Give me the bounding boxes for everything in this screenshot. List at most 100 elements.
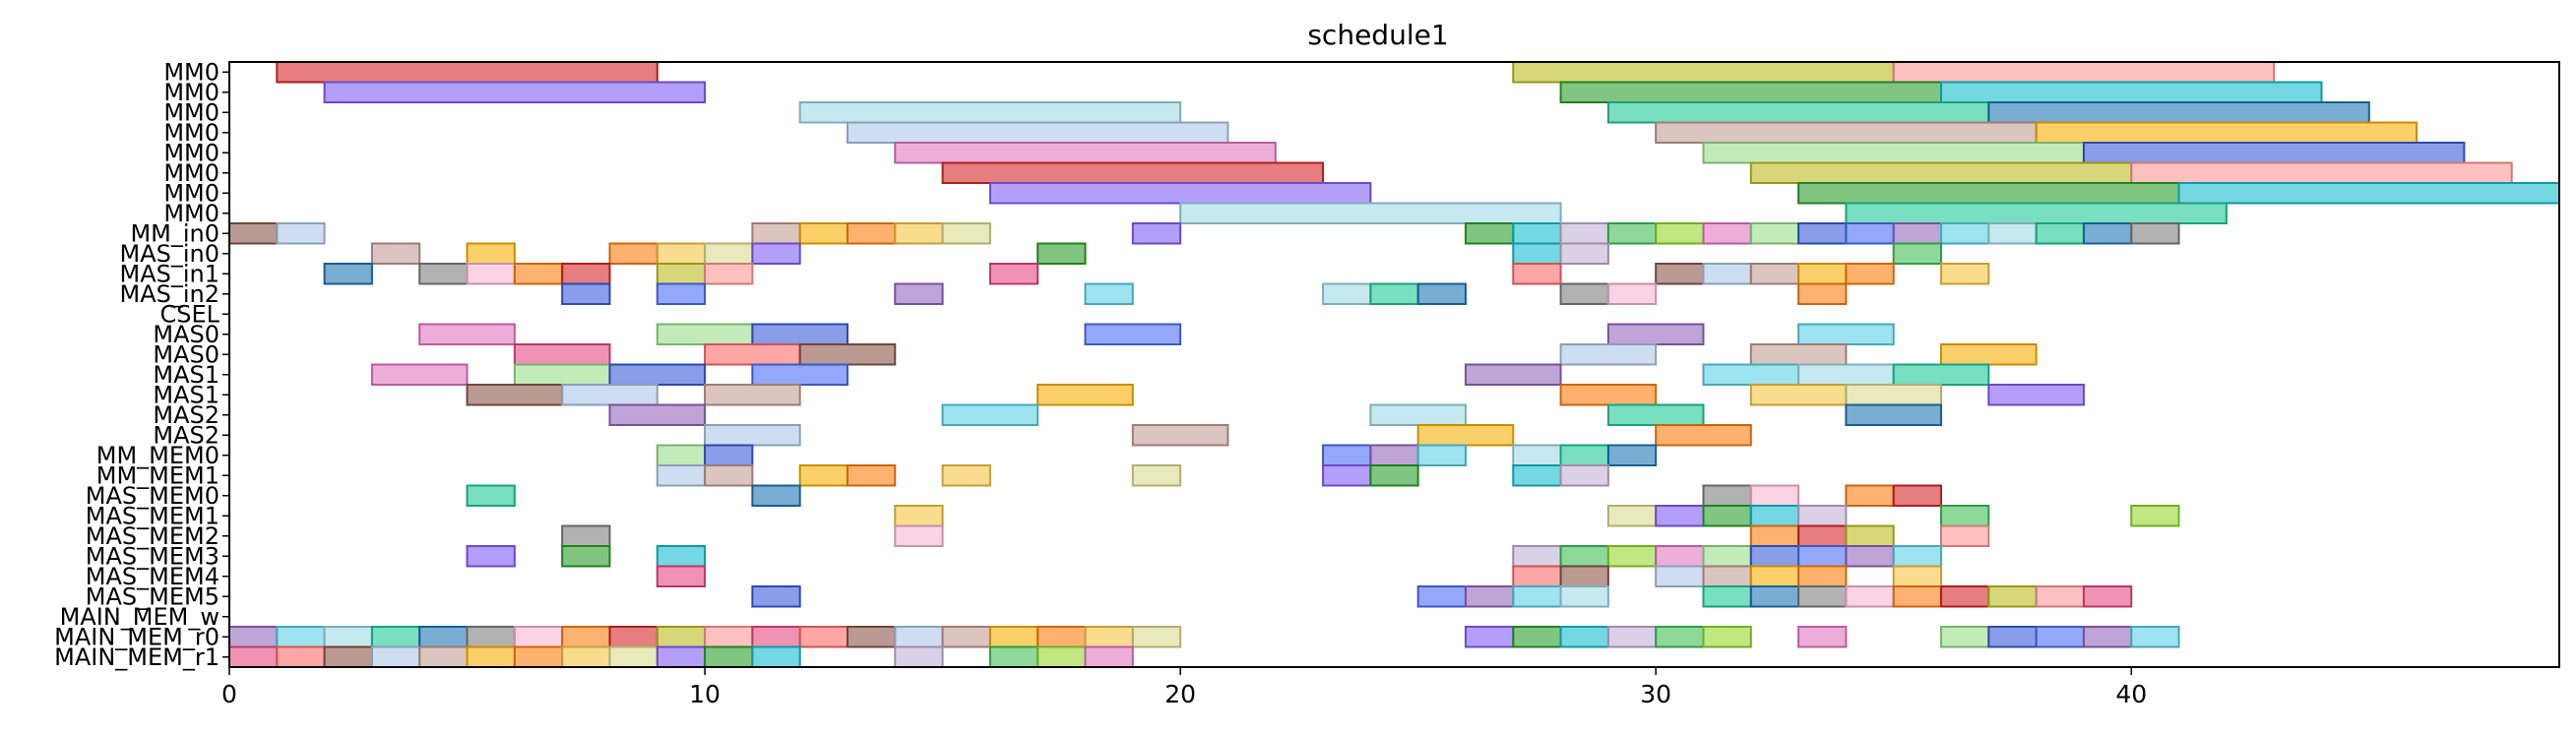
task-bar: [1655, 565, 1705, 587]
task-bar: [608, 363, 707, 386]
row-labels: MM0MM0MM0MM0MM0MM0MM0MM0MM_in0MAS_in0MAS…: [54, 58, 229, 671]
task-bar: [513, 363, 611, 386]
task-bar: [1606, 282, 1658, 305]
task-bar: [1559, 384, 1658, 406]
task-bar: [656, 323, 754, 345]
task-bar: [1797, 626, 1848, 648]
task-bar: [1702, 565, 1752, 587]
task-bar: [1369, 282, 1419, 305]
task-bar: [941, 222, 991, 245]
task-bar: [1606, 403, 1705, 426]
task-bar: [1845, 384, 1943, 406]
task-bar: [1749, 585, 1800, 608]
task-bar: [1892, 545, 1943, 568]
task-bar: [1559, 282, 1609, 305]
task-bar: [1892, 565, 1943, 587]
task-bar: [751, 323, 848, 345]
task-bar: [466, 545, 516, 568]
task-bar: [656, 444, 707, 466]
task-bar: [846, 464, 897, 487]
task-bar: [894, 282, 944, 305]
task-bar: [1845, 545, 1895, 568]
task-bar: [1606, 101, 1990, 124]
task-bar: [2130, 505, 2180, 527]
x-axis: 0 10 20 30 40: [221, 667, 2147, 708]
task-bar: [1749, 384, 1848, 406]
task-bar: [751, 585, 801, 608]
task-bar: [418, 323, 516, 345]
task-bar: [561, 524, 611, 547]
task-bar: [466, 384, 564, 406]
task-bar: [798, 101, 1182, 124]
task-bar: [2082, 585, 2133, 608]
task-bar: [1940, 505, 1990, 527]
task-bar: [894, 142, 1277, 164]
task-bar: [513, 645, 564, 668]
task-bar: [561, 263, 611, 285]
row-label: MM0: [163, 79, 220, 106]
task-bar: [2130, 626, 2180, 648]
task-bar: [418, 645, 469, 668]
task-bar: [751, 626, 801, 648]
task-bar: [370, 645, 421, 668]
task-bar: [1322, 282, 1372, 305]
row-label: MAS_in1: [119, 260, 220, 287]
row-label: MM0: [163, 200, 220, 227]
task-bar: [1892, 242, 1943, 265]
task-bar: [1749, 263, 1800, 285]
task-bar: [1940, 81, 2323, 103]
row-label: MAIN_MEM_r0: [54, 623, 220, 650]
task-bar: [941, 464, 991, 487]
task-bar: [1606, 222, 1658, 245]
row-label: MAS1: [153, 361, 220, 389]
task-bar: [704, 384, 801, 406]
task-bar: [894, 524, 944, 547]
task-bar: [323, 81, 707, 103]
task-bar: [1655, 626, 1705, 648]
task-bar: [1559, 565, 1609, 587]
task-bar: [798, 343, 897, 366]
row-label: MAS0: [153, 340, 220, 368]
row-label: MM0: [163, 98, 220, 126]
task-bar: [2082, 142, 2466, 164]
task-bar: [751, 242, 801, 265]
task-bar: [751, 222, 801, 245]
task-bar: [1559, 444, 1609, 466]
row-label: MAS2: [153, 401, 220, 429]
task-bar: [1749, 524, 1800, 547]
task-bar: [1987, 222, 2038, 245]
task-bar: [418, 626, 469, 648]
task-bar: [1559, 464, 1609, 487]
task-bar: [704, 263, 754, 285]
task-bar: [1037, 242, 1087, 265]
task-bar: [1845, 403, 1943, 426]
task-bar: [1512, 565, 1562, 587]
task-bar: [1369, 403, 1467, 426]
task-bar: [418, 263, 469, 285]
task-bar: [1940, 343, 2038, 366]
task-bar: [1845, 222, 1895, 245]
task-bar: [1512, 263, 1562, 285]
task-bar: [323, 263, 373, 285]
task-bar: [704, 424, 801, 447]
task-bar: [2035, 121, 2419, 144]
task-bar: [1892, 363, 1990, 386]
task-bar: [656, 242, 707, 265]
task-bar: [751, 645, 801, 668]
task-bar: [656, 645, 707, 668]
task-bar: [751, 484, 801, 507]
task-bar: [656, 282, 707, 305]
task-bar: [1749, 484, 1800, 507]
chart-title: schedule1: [1307, 19, 1448, 51]
task-bar: [228, 645, 279, 668]
task-bar: [1797, 505, 1848, 527]
task-bar: [1322, 444, 1372, 466]
row-label: MM0: [163, 179, 220, 207]
task-bar: [1416, 424, 1515, 447]
task-bar: [513, 263, 564, 285]
task-bar: [1655, 424, 1752, 447]
task-bar: [1987, 626, 2038, 648]
row-label: MAS_MEM1: [86, 502, 220, 529]
task-bar: [1940, 222, 1990, 245]
task-bar: [1892, 484, 1943, 507]
